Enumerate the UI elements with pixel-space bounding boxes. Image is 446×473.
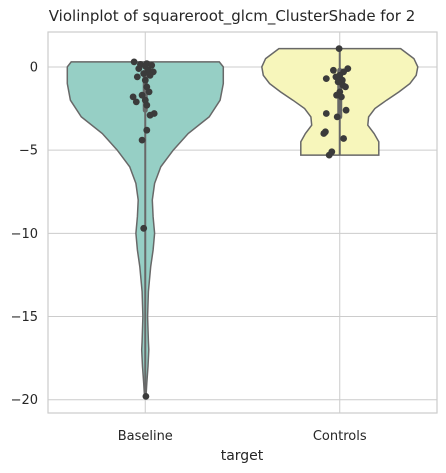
data-point bbox=[141, 76, 149, 84]
data-point bbox=[335, 45, 343, 52]
data-point bbox=[342, 106, 350, 114]
data-point bbox=[342, 83, 349, 91]
data-point bbox=[148, 61, 156, 69]
chart-title: Violinplot of squareroot_glcm_ClusterSha… bbox=[49, 7, 416, 26]
x-tick-label: Baseline bbox=[118, 429, 173, 444]
data-point bbox=[138, 91, 146, 99]
data-point bbox=[334, 78, 342, 86]
data-point bbox=[330, 66, 337, 74]
plot-frame bbox=[47, 31, 438, 414]
data-point bbox=[325, 151, 333, 159]
x-tick-labels: Baseline Controls bbox=[118, 429, 367, 444]
data-point bbox=[140, 224, 148, 232]
data-point bbox=[130, 58, 138, 66]
data-point bbox=[133, 73, 141, 81]
y-tick-label: −5 bbox=[19, 144, 38, 159]
data-point bbox=[143, 101, 151, 109]
y-tick-label: −20 bbox=[11, 393, 38, 408]
y-tick-labels: 0 −5 −10 −15 −20 bbox=[11, 60, 38, 408]
data-point bbox=[142, 393, 150, 400]
violins bbox=[66, 47, 419, 398]
data-point bbox=[340, 135, 347, 142]
data-point bbox=[146, 111, 154, 119]
data-point bbox=[145, 88, 153, 96]
y-tick-label: −10 bbox=[11, 227, 38, 242]
data-point bbox=[338, 93, 345, 101]
data-point bbox=[132, 98, 140, 106]
data-point bbox=[322, 75, 330, 82]
data-point bbox=[129, 93, 137, 101]
data-point bbox=[140, 70, 148, 77]
data-point bbox=[320, 130, 328, 137]
data-point bbox=[333, 113, 341, 121]
x-axis-label: target bbox=[221, 448, 264, 464]
strip-points bbox=[129, 45, 352, 400]
data-point bbox=[322, 110, 330, 117]
data-point bbox=[135, 65, 143, 72]
data-point bbox=[143, 126, 151, 134]
y-tick-label: 0 bbox=[30, 60, 38, 75]
y-tick-label: −15 bbox=[11, 310, 38, 325]
x-tick-label: Controls bbox=[313, 429, 367, 444]
data-point bbox=[146, 71, 154, 79]
data-point bbox=[138, 136, 146, 144]
